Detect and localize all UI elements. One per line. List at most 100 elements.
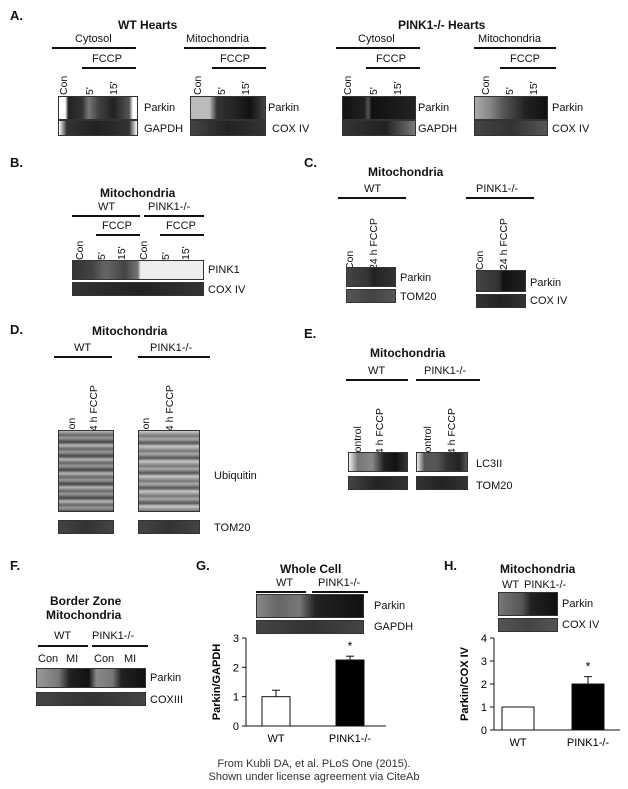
blot-label-parkin: Parkin	[374, 600, 406, 612]
blot-band	[346, 289, 396, 303]
panel-g-ko-bar	[312, 591, 368, 593]
blot-label-cox4: COX IV	[272, 123, 310, 135]
panel-label-h: H.	[444, 558, 457, 573]
blot-label-ubiquitin: Ubiquitin	[214, 470, 257, 482]
lane-label: 5'	[96, 252, 108, 260]
lane-label: 5'	[368, 87, 380, 95]
panel-b-ko-bar	[144, 215, 204, 217]
panel-d-ko-bar	[138, 356, 210, 358]
panel-a-cytosol-bar	[336, 47, 420, 49]
blot-band	[342, 96, 416, 120]
chart-h: 0 1 2 3 4 Parkin/COX IV WT * PINK1-/-	[459, 633, 620, 749]
y-tick-label: 2	[481, 679, 487, 691]
y-tick-label: 4	[481, 633, 487, 645]
panel-d-wt-bar	[54, 356, 112, 358]
blot-label-cox4: COX IV	[562, 619, 600, 631]
blot-band	[342, 120, 416, 136]
lane-label: Con	[74, 240, 86, 260]
panel-a-cytosol-bar	[52, 47, 136, 49]
panel-g-wt-bar	[256, 591, 306, 593]
panel-a-fccp-bar	[82, 67, 136, 69]
blot-band	[58, 520, 114, 534]
blot-label-cox4: COX IV	[552, 123, 590, 135]
panel-b-ko-label: PINK1-/-	[148, 201, 191, 213]
lane-label: Con	[480, 75, 492, 95]
blot-smear	[138, 430, 200, 512]
panel-c-wt-label: WT	[364, 183, 382, 195]
blot-label-parkin: Parkin	[144, 102, 176, 114]
y-tick-label: 0	[233, 721, 239, 733]
x-tick-label: PINK1-/-	[329, 733, 372, 745]
lane-label: Con	[38, 653, 59, 665]
blot-label-parkin: Parkin	[530, 277, 562, 289]
lane-label: Con	[138, 240, 150, 260]
panel-a-fccp-label: FCCP	[92, 53, 122, 65]
panel-d-wt-label: WT	[74, 342, 92, 354]
blot-label-tom20: TOM20	[400, 291, 437, 303]
panel-c-ko-label: PINK1-/-	[476, 183, 519, 195]
bar	[261, 696, 291, 727]
panel-c-ko-bar	[466, 197, 534, 199]
panel-label-e: E.	[304, 326, 317, 341]
panel-b-title: Mitochondria	[100, 186, 176, 200]
lane-label: 15'	[392, 81, 404, 95]
blot-band	[346, 267, 396, 287]
panel-a-fccp-label: FCCP	[510, 53, 540, 65]
panel-b-fccp-label: FCCP	[166, 220, 196, 232]
lane-label: 24 h FCCP	[498, 218, 510, 270]
blot-band	[72, 260, 204, 280]
panel-a-fccp-bar	[500, 67, 556, 69]
lane-label: Con	[342, 75, 354, 95]
panel-f-ko-label: PINK1-/-	[92, 630, 135, 642]
blot-band	[474, 120, 548, 136]
lane-label: 15'	[528, 81, 540, 95]
blot-band	[138, 520, 200, 534]
lane-label: 5'	[84, 87, 96, 95]
panel-h-ko-label: PINK1-/-	[524, 579, 567, 591]
lane-label: 15'	[240, 81, 252, 95]
blot-band	[190, 120, 266, 136]
lane-label: 15'	[116, 246, 128, 260]
panel-d-ko-label: PINK1-/-	[150, 342, 193, 354]
blot-band	[498, 592, 558, 616]
blot-label-lc3: LC3II	[476, 458, 503, 470]
bar	[571, 683, 605, 731]
blot-label-parkin: Parkin	[418, 102, 450, 114]
panel-f-wt-label: WT	[54, 630, 72, 642]
blot-band	[498, 618, 558, 632]
blot-band	[58, 96, 138, 120]
panel-f-wt-bar	[38, 645, 88, 647]
panel-a-fccp-label: FCCP	[376, 53, 406, 65]
panel-e-wt-bar	[346, 379, 408, 381]
blot-band	[416, 452, 468, 472]
panel-b-fccp-label: FCCP	[102, 220, 132, 232]
panel-label-a: A.	[10, 8, 23, 23]
lane-label: 5'	[160, 252, 172, 260]
blot-label-gapdh: GAPDH	[144, 123, 184, 135]
panel-label-c: C.	[304, 155, 317, 170]
panel-b-fccp-bar	[160, 234, 204, 236]
x-tick-label: PINK1-/-	[567, 737, 610, 749]
lane-label: 5'	[216, 87, 228, 95]
panel-a-mito-label: Mitochondria	[186, 33, 249, 45]
blot-label-parkin: Parkin	[150, 672, 182, 684]
panel-g-ko-label: PINK1-/-	[318, 577, 361, 589]
credit-line-2: Shown under license agreement via CiteAb	[208, 771, 420, 783]
panel-e-wt-label: WT	[368, 365, 386, 377]
lane-label: 5'	[504, 87, 516, 95]
y-tick-label: 0	[481, 725, 487, 737]
y-tick-label: 3	[233, 633, 239, 645]
blot-label-cox4: COX IV	[530, 295, 568, 307]
lane-label: Con	[474, 250, 486, 270]
y-tick-label: 3	[481, 656, 487, 668]
blot-label-tom20: TOM20	[476, 480, 513, 492]
y-tick-label: 1	[481, 702, 487, 714]
panel-a-fccp-bar	[212, 67, 266, 69]
y-axis-label: Parkin/COX IV	[459, 646, 471, 721]
panel-label-b: B.	[10, 155, 23, 170]
y-tick-label: 2	[233, 662, 239, 674]
chart-g: 0 1 2 3 Parkin/GAPDH WT * PINK1-/-	[211, 633, 386, 745]
lane-label: Con	[94, 653, 115, 665]
blot-label-pink1: PINK1	[208, 264, 240, 276]
bar	[335, 659, 365, 727]
